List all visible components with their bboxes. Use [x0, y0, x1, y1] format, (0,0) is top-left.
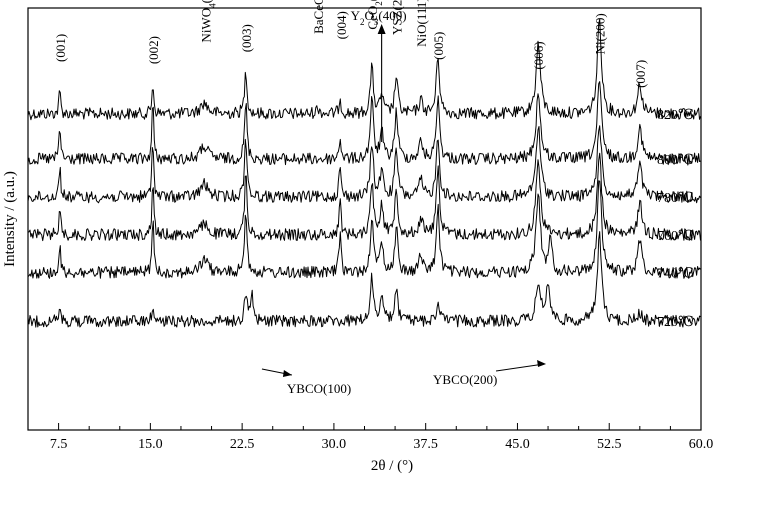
x-tick-label: 7.5 [50, 437, 68, 452]
peak-label: (001) [53, 34, 68, 62]
temperature-label: 800℃ [657, 153, 694, 168]
x-axis-ticks [27, 423, 702, 430]
pattern-line [27, 231, 701, 328]
peak-label: Ni(200) [592, 13, 607, 54]
x-tick-label: 37.5 [413, 437, 438, 452]
peak-label: (004) [334, 11, 349, 39]
annotation-label: Y2O3(400) [351, 8, 407, 27]
plot-frame [27, 7, 702, 431]
peak-labels: (001) (002) NiWO4(002) (003) BaCeO3(110) (004… [53, 0, 648, 88]
temperature-label: 740℃ [657, 267, 694, 282]
x-tick-label: 52.5 [597, 437, 622, 452]
peak-label: CeO2(200) [365, 0, 384, 30]
peak-label: (005) [431, 32, 446, 60]
pattern-line [27, 152, 701, 242]
x-tick-label: 45.0 [505, 437, 530, 452]
x-axis-title: 2θ / (°) [371, 458, 413, 474]
annotation-label: YBCO(200) [433, 372, 497, 387]
peak-label: BaCeO3(110) [311, 0, 330, 34]
x-tick-label: 22.5 [230, 437, 255, 452]
peak-label: NiO(111) [414, 0, 429, 47]
temperature-labels: 820℃ 800℃ 780℃ 760℃ 740℃ 720℃ [657, 108, 694, 330]
annotation-label: YBCO(100) [287, 381, 351, 396]
pattern-line [27, 180, 701, 279]
x-tick-label: 60.0 [689, 437, 714, 452]
peak-label: (003) [239, 24, 254, 52]
peak-label: (007) [633, 60, 648, 88]
temperature-label: 780℃ [657, 191, 694, 206]
annotations: Y2O3(400) YBCO(100) YBCO(200) [261, 8, 547, 396]
annotation-arrow [495, 363, 545, 372]
x-axis-tick-labels: 7.5 15.0 22.5 30.0 37.5 45.0 52.5 60.0 [50, 437, 713, 452]
temperature-label: 760℃ [657, 229, 694, 244]
xrd-patterns [27, 18, 701, 328]
arrow-head [282, 370, 292, 377]
arrow-head [377, 24, 386, 34]
pattern-line [27, 18, 701, 121]
x-tick-label: 15.0 [138, 437, 163, 452]
peak-label: YSZ(200) [389, 0, 404, 35]
temperature-label: 820℃ [657, 108, 694, 123]
peak-label: (006) [531, 41, 546, 69]
y-axis-title: Intensity / (a.u.) [2, 171, 18, 267]
arrow-head [537, 360, 547, 367]
x-tick-label: 30.0 [322, 437, 347, 452]
peak-label: NiWO4(002) [198, 0, 217, 43]
peak-label: (002) [146, 36, 161, 64]
pattern-line [27, 125, 701, 204]
pattern-line [27, 81, 701, 166]
temperature-label: 720℃ [657, 315, 694, 330]
